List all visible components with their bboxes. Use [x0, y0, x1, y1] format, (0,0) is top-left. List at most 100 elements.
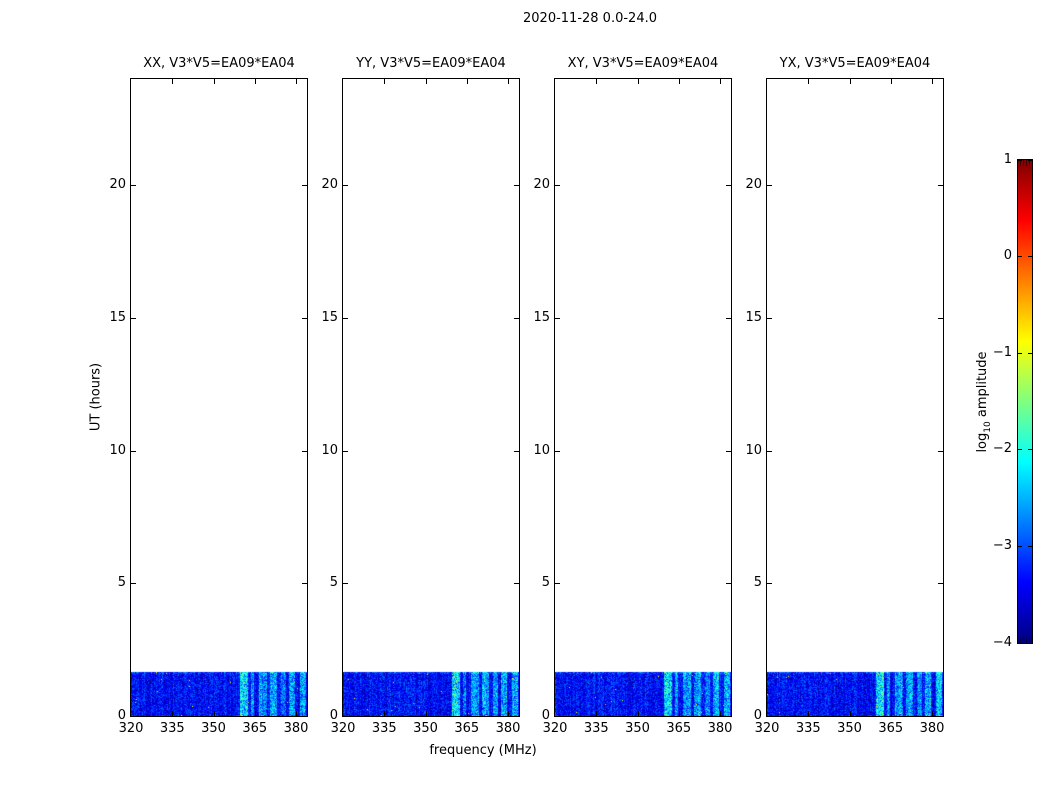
x-tick-label: 380 [283, 721, 309, 736]
panel-title-text: YY, V3*V5=EA09*EA04 [356, 56, 506, 71]
x-tick-label: 320 [330, 721, 356, 736]
x-tick-label: 335 [795, 721, 821, 736]
x-tick-label: 365 [454, 721, 480, 736]
y-tick-label: 5 [753, 575, 762, 591]
y-tick-label: 20 [745, 177, 762, 193]
x-tick-label: 365 [878, 721, 904, 736]
panel-yy [342, 78, 520, 717]
panel-title-text: XY, V3*V5=EA09*EA04 [567, 56, 719, 71]
colorbar-tick-label: 1 [1003, 152, 1012, 167]
y-tick-mark [938, 185, 943, 186]
x-tick-mark [850, 711, 851, 716]
panel-xx [130, 78, 308, 717]
panel-title-text: YX, V3*V5=EA09*EA04 [779, 56, 931, 71]
y-tick-label: 20 [321, 177, 338, 193]
x-tick-label: 365 [242, 721, 268, 736]
y-tick-mark [302, 318, 307, 319]
y-tick-mark [938, 318, 943, 319]
y-tick-mark [726, 185, 731, 186]
y-tick-label: 5 [329, 575, 338, 591]
y-tick-label: 10 [109, 442, 126, 458]
colorbar-tick-label: 0 [1003, 248, 1012, 263]
y-tick-mark [514, 185, 519, 186]
y-tick-mark [514, 583, 519, 584]
colorbar-tick-label: −4 [992, 635, 1012, 650]
spectrogram-canvas-yx [767, 79, 943, 716]
colorbar-label-suffix: amplitude [975, 351, 991, 422]
x-tick-mark [214, 711, 215, 716]
y-tick-mark [131, 185, 136, 186]
x-axis-label-text: frequency (MHz) [429, 743, 537, 758]
y-tick-label: 10 [745, 442, 762, 458]
panel-yx [766, 78, 944, 717]
x-tick-mark [296, 79, 297, 84]
x-tick-mark [384, 79, 385, 84]
y-tick-mark [343, 185, 348, 186]
x-tick-mark [638, 79, 639, 84]
y-tick-mark [343, 318, 348, 319]
x-tick-mark [720, 711, 721, 716]
colorbar-tick-mark [1018, 160, 1022, 161]
colorbar-bottom-hatch [1018, 637, 1032, 643]
x-tick-mark [932, 79, 933, 84]
x-tick-mark [426, 79, 427, 84]
y-tick-label: 10 [321, 442, 338, 458]
colorbar-label: log10 amplitude [975, 351, 993, 452]
y-tick-label: 0 [329, 708, 338, 723]
x-tick-mark [508, 79, 509, 84]
y-tick-mark [767, 318, 772, 319]
panel-title-xx: XX, V3*V5=EA09*EA04 [130, 56, 308, 71]
x-tick-mark [808, 79, 809, 84]
y-tick-mark [555, 451, 560, 452]
x-tick-mark [467, 79, 468, 84]
colorbar-tick-mark [1028, 256, 1032, 257]
x-tick-mark [508, 711, 509, 716]
spectrogram-canvas-xx [131, 79, 307, 716]
colorbar-tick-mark [1028, 546, 1032, 547]
spectrogram-canvas-yy [343, 79, 519, 716]
y-tick-mark [302, 185, 307, 186]
x-tick-mark [720, 79, 721, 84]
y-tick-mark [555, 318, 560, 319]
x-tick-label: 365 [666, 721, 692, 736]
y-tick-mark [514, 451, 519, 452]
colorbar [1017, 159, 1033, 644]
x-tick-mark [808, 711, 809, 716]
y-tick-mark [938, 583, 943, 584]
x-tick-mark [384, 711, 385, 716]
x-tick-label: 320 [754, 721, 780, 736]
y-tick-mark [555, 185, 560, 186]
x-tick-mark [596, 711, 597, 716]
y-tick-mark [555, 583, 560, 584]
panel-title-yy: YY, V3*V5=EA09*EA04 [342, 56, 520, 71]
x-tick-label: 335 [159, 721, 185, 736]
y-tick-mark [767, 451, 772, 452]
colorbar-tick-label: −3 [992, 538, 1012, 553]
y-axis-label: UT (hours) [89, 363, 104, 431]
colorbar-tick-mark [1028, 353, 1032, 354]
colorbar-tick-label: −1 [992, 345, 1012, 360]
y-tick-mark [343, 451, 348, 452]
colorbar-tick-mark [1018, 449, 1022, 450]
y-tick-mark [514, 318, 519, 319]
x-tick-mark [850, 79, 851, 84]
x-axis-label: frequency (MHz) [383, 743, 583, 758]
x-tick-label: 350 [837, 721, 862, 736]
y-tick-mark [726, 583, 731, 584]
x-tick-mark [596, 79, 597, 84]
spectrogram-canvas-xy [555, 79, 731, 716]
colorbar-tick-mark [1028, 643, 1032, 644]
x-tick-label: 380 [495, 721, 521, 736]
y-tick-label: 0 [117, 708, 126, 723]
y-tick-label: 15 [745, 309, 762, 325]
y-tick-mark [343, 583, 348, 584]
colorbar-top-hatch [1018, 160, 1032, 166]
y-tick-mark [131, 451, 136, 452]
x-tick-mark [426, 711, 427, 716]
y-tick-label: 5 [117, 575, 126, 591]
x-tick-label: 350 [413, 721, 438, 736]
colorbar-gradient [1018, 160, 1032, 643]
y-tick-mark [767, 583, 772, 584]
x-tick-mark [172, 79, 173, 84]
x-tick-mark [467, 711, 468, 716]
